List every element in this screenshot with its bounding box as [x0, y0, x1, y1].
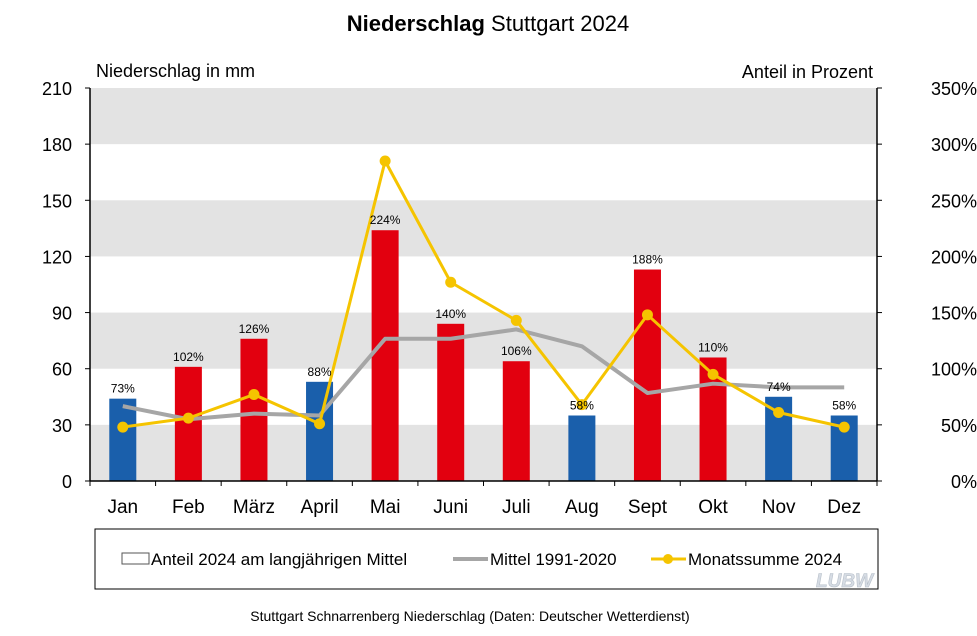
bar-label-Nov: 74%: [767, 380, 791, 394]
x-tick-label-April: April: [301, 497, 339, 518]
marker-Mai: [379, 155, 391, 167]
marker-Okt: [707, 368, 719, 380]
left-axis-label: Niederschlag in mm: [96, 61, 255, 81]
grid-band: [90, 424, 877, 481]
right-tick-label: 0%: [951, 472, 977, 492]
bar-März: [240, 338, 268, 481]
marker-Jan: [117, 421, 129, 433]
bar-label-Dez: 58%: [832, 399, 856, 413]
line-mittel: [122, 327, 845, 422]
bar-label-Okt: 110%: [698, 340, 728, 354]
marker-Feb: [182, 412, 194, 424]
footnote: Stuttgart Schnarrenberg Niederschlag (Da…: [250, 608, 689, 624]
right-tick-label: 50%: [941, 416, 977, 436]
marker-Juli: [510, 314, 522, 326]
bars: [109, 230, 858, 481]
bar-Feb: [174, 366, 202, 481]
x-tick-label-März: März: [233, 497, 275, 518]
x-tick-label-Feb: Feb: [172, 497, 205, 518]
bar-label-März: 126%: [239, 322, 270, 336]
right-tick-label: 300%: [931, 135, 977, 155]
left-tick-label: 150: [42, 191, 72, 211]
marker-März: [248, 389, 260, 401]
right-axis-label: Anteil in Prozent: [742, 62, 873, 82]
x-tick-label-Juni: Juni: [433, 497, 468, 518]
legend: Anteil 2024 am langjährigen Mittel Mitte…: [94, 528, 879, 592]
x-tick-label-Mai: Mai: [370, 497, 401, 518]
grid-band: [90, 200, 877, 257]
left-tick-label: 180: [42, 135, 72, 155]
bar-Aug: [568, 415, 596, 481]
bar-label-Mai: 224%: [370, 213, 401, 227]
chart-title: Niederschlag Stuttgart 2024: [347, 11, 630, 36]
x-tick-label-Jan: Jan: [107, 497, 138, 518]
bar-label-April: 88%: [308, 365, 332, 379]
left-tick-label: 60: [52, 360, 72, 380]
bar-Sept: [633, 269, 661, 481]
x-tick-label-Nov: Nov: [762, 497, 796, 518]
marker-Dez: [838, 421, 850, 433]
labels: 73% 102% 126% 88% 224% 140% 106% 58% 188% 110% 74%…: [42, 79, 977, 518]
right-tick-label: 250%: [931, 191, 977, 211]
left-tick-label: 120: [42, 247, 72, 267]
bar-label-Juli: 106%: [501, 344, 532, 358]
bar-label-Aug: 58%: [570, 399, 594, 413]
legend-bar-label: Anteil 2024 am langjährigen Mittel: [151, 550, 407, 569]
marker-Aug: [576, 399, 588, 411]
x-tick-label-Dez: Dez: [827, 497, 861, 518]
x-tick-label-Sept: Sept: [628, 497, 668, 518]
right-tick-label: 150%: [931, 304, 977, 324]
bar-label-Jan: 73%: [111, 382, 135, 396]
left-tick-label: 30: [52, 416, 72, 436]
marker-April: [314, 418, 326, 430]
marker-Juni: [445, 276, 457, 288]
background-bands: [90, 88, 877, 481]
bar-Juni: [437, 323, 465, 481]
right-tick-label: 200%: [931, 247, 977, 267]
legend-monthly-marker: [663, 554, 673, 564]
right-tick-label: 350%: [931, 79, 977, 99]
grid-band: [90, 88, 877, 145]
left-tick-label: 210: [42, 79, 72, 99]
right-tick-label: 100%: [931, 360, 977, 380]
x-tick-label-Okt: Okt: [698, 497, 728, 518]
legend-mean-label: Mittel 1991-2020: [490, 550, 617, 569]
bar-Mai: [371, 230, 399, 481]
axes: [85, 87, 882, 486]
grid-band: [90, 312, 877, 369]
lines: [117, 155, 850, 433]
line-monatssumme: [122, 159, 845, 429]
bar-Jan: [109, 398, 137, 481]
left-tick-label: 90: [52, 304, 72, 324]
bar-label-Juni: 140%: [435, 307, 466, 321]
marker-Nov: [773, 407, 785, 419]
bar-label-Feb: 102%: [173, 350, 204, 364]
x-tick-label-Aug: Aug: [565, 497, 599, 518]
left-tick-label: 0: [62, 472, 72, 492]
marker-Sept: [641, 309, 653, 321]
lubw-logo: LUBW: [816, 571, 875, 592]
legend-monthly-label: Monatssumme 2024: [688, 550, 842, 569]
x-tick-label-Juli: Juli: [502, 497, 531, 518]
bar-April: [306, 381, 334, 481]
legend-bar-swatch: [121, 552, 150, 565]
bar-label-Sept: 188%: [632, 253, 663, 267]
bar-Juli: [502, 361, 530, 481]
